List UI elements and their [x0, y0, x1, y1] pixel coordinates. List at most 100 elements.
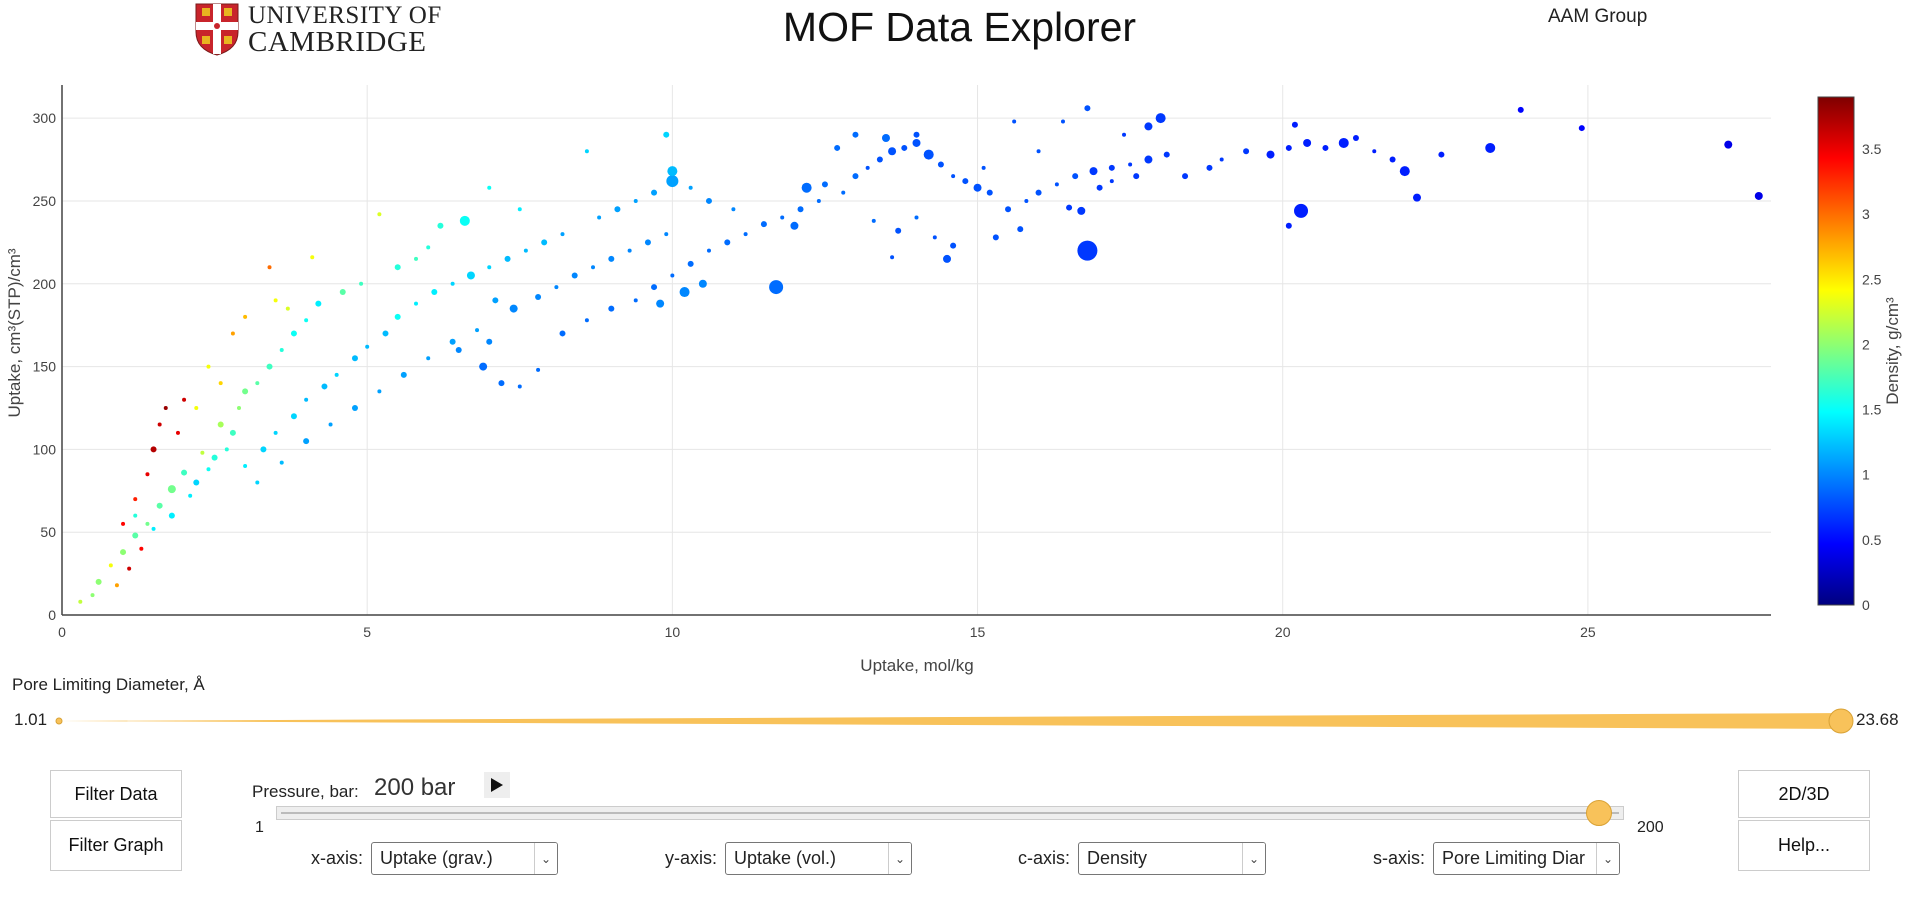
data-point[interactable]	[1036, 149, 1041, 154]
data-point[interactable]	[1303, 138, 1312, 147]
data-point[interactable]	[1144, 155, 1153, 164]
data-point[interactable]	[414, 256, 419, 261]
data-point[interactable]	[1066, 204, 1073, 211]
data-point[interactable]	[517, 384, 522, 389]
data-point[interactable]	[377, 212, 382, 217]
data-point[interactable]	[1485, 142, 1496, 153]
data-point[interactable]	[1096, 184, 1103, 191]
data-point[interactable]	[255, 381, 260, 386]
data-point[interactable]	[1219, 157, 1224, 162]
data-point[interactable]	[1077, 240, 1098, 261]
data-point[interactable]	[651, 284, 658, 291]
pressure-slider-handle[interactable]	[1585, 800, 1612, 826]
data-point[interactable]	[304, 318, 309, 323]
data-point[interactable]	[459, 215, 470, 226]
data-point[interactable]	[449, 338, 456, 345]
data-point[interactable]	[724, 239, 731, 246]
data-point[interactable]	[1243, 148, 1250, 155]
data-point[interactable]	[986, 189, 993, 196]
data-point[interactable]	[310, 255, 315, 260]
data-point[interactable]	[1005, 206, 1012, 213]
data-point[interactable]	[437, 222, 444, 229]
data-point[interactable]	[168, 512, 175, 519]
data-point[interactable]	[127, 566, 132, 571]
data-point[interactable]	[139, 546, 144, 551]
s-axis-select[interactable]: Pore Limiting Diar ⌄	[1433, 842, 1620, 875]
data-point[interactable]	[167, 485, 176, 494]
data-point[interactable]	[150, 446, 157, 453]
data-point[interactable]	[1024, 198, 1029, 203]
data-point[interactable]	[943, 254, 952, 263]
data-point[interactable]	[705, 197, 712, 204]
data-point[interactable]	[1163, 151, 1170, 158]
data-point[interactable]	[260, 446, 267, 453]
data-point[interactable]	[504, 255, 511, 262]
data-point[interactable]	[876, 156, 883, 163]
data-point[interactable]	[279, 460, 284, 465]
data-point[interactable]	[608, 255, 615, 262]
data-point[interactable]	[359, 281, 364, 286]
data-point[interactable]	[666, 175, 679, 188]
data-point[interactable]	[1294, 203, 1309, 218]
data-point[interactable]	[78, 599, 83, 604]
data-point[interactable]	[290, 413, 297, 420]
data-point[interactable]	[932, 235, 937, 240]
data-point[interactable]	[243, 314, 248, 319]
data-point[interactable]	[365, 344, 370, 349]
data-point[interactable]	[1054, 182, 1059, 187]
data-point[interactable]	[663, 131, 670, 138]
data-point[interactable]	[1084, 105, 1091, 112]
data-point[interactable]	[175, 430, 180, 435]
data-point[interactable]	[536, 367, 541, 372]
filter-graph-button[interactable]: Filter Graph	[50, 820, 182, 871]
data-point[interactable]	[1754, 191, 1763, 200]
pld-max-handle[interactable]	[1828, 708, 1854, 734]
data-point[interactable]	[706, 248, 711, 253]
data-point[interactable]	[1128, 162, 1133, 167]
data-point[interactable]	[266, 363, 273, 370]
data-point[interactable]	[95, 578, 102, 585]
data-point[interactable]	[834, 144, 841, 151]
data-point[interactable]	[937, 161, 944, 168]
data-point[interactable]	[394, 313, 401, 320]
data-point[interactable]	[1060, 119, 1065, 124]
data-point[interactable]	[121, 521, 126, 526]
data-point[interactable]	[559, 330, 566, 337]
data-point[interactable]	[664, 232, 669, 237]
pld-range-slider[interactable]	[54, 706, 1854, 736]
data-point[interactable]	[1389, 156, 1396, 163]
data-point[interactable]	[913, 131, 920, 138]
data-point[interactable]	[426, 245, 431, 250]
data-point[interactable]	[1077, 206, 1086, 215]
data-point[interactable]	[801, 182, 812, 193]
data-point[interactable]	[790, 221, 799, 230]
data-point[interactable]	[132, 532, 139, 539]
data-point[interactable]	[498, 380, 505, 387]
data-point[interactable]	[1578, 125, 1585, 132]
data-point[interactable]	[487, 185, 492, 190]
data-point[interactable]	[797, 206, 804, 213]
data-point[interactable]	[1438, 151, 1445, 158]
data-point[interactable]	[285, 306, 290, 311]
data-point[interactable]	[670, 273, 675, 278]
data-point[interactable]	[426, 356, 431, 361]
data-point[interactable]	[981, 165, 986, 170]
data-point[interactable]	[304, 397, 309, 402]
data-point[interactable]	[584, 318, 589, 323]
data-point[interactable]	[255, 480, 260, 485]
data-point[interactable]	[243, 463, 248, 468]
data-point[interactable]	[206, 467, 211, 472]
data-point[interactable]	[1012, 119, 1017, 124]
data-point[interactable]	[651, 189, 658, 196]
data-point[interactable]	[888, 147, 897, 156]
data-point[interactable]	[1266, 150, 1275, 159]
data-point[interactable]	[656, 299, 665, 308]
data-point[interactable]	[455, 347, 462, 353]
data-point[interactable]	[852, 173, 859, 180]
data-point[interactable]	[328, 422, 333, 427]
play-button[interactable]	[484, 772, 510, 798]
data-point[interactable]	[973, 183, 982, 192]
data-point[interactable]	[1072, 173, 1079, 180]
data-point[interactable]	[290, 330, 297, 337]
data-point[interactable]	[821, 181, 828, 188]
